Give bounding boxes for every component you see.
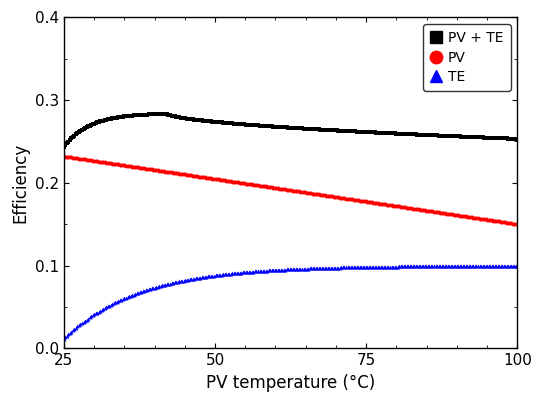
Legend: PV + TE, PV, TE: PV + TE, PV, TE [423, 24, 510, 91]
X-axis label: PV temperature (°C): PV temperature (°C) [206, 374, 375, 392]
Y-axis label: Efficiency: Efficiency [11, 143, 29, 223]
